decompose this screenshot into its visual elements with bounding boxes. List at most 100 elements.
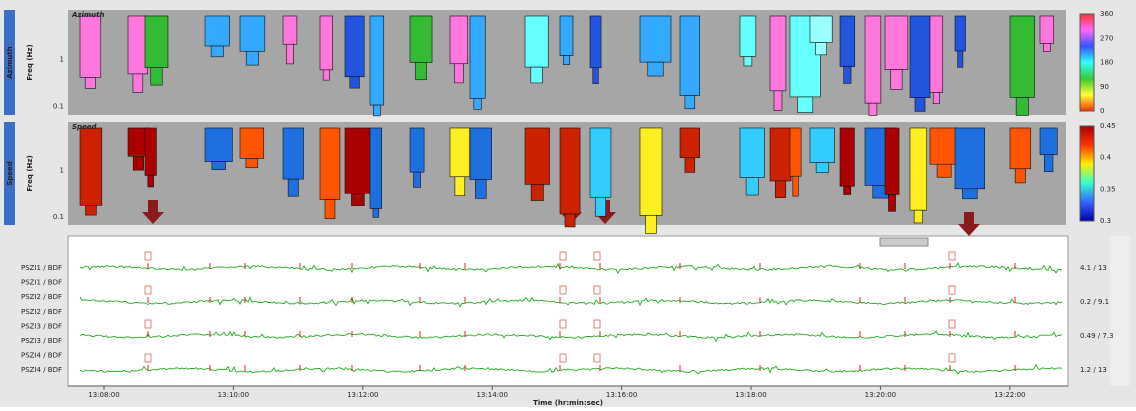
arrow: [958, 212, 980, 236]
spectral-blob: [739, 127, 765, 178]
colorbar: [1079, 125, 1095, 222]
spectral-blob: [409, 127, 425, 173]
colorbar-tick-label: 360: [1100, 10, 1113, 18]
spectral-blob: [792, 175, 799, 197]
time-tick-label: 13:20:00: [865, 391, 896, 399]
spectral-blob: [1039, 15, 1055, 44]
panel-tab[interactable]: [4, 10, 15, 115]
amplitude-label: 4.1 / 13: [1080, 264, 1107, 272]
panel-tab-label: Azimuth: [6, 46, 14, 79]
spectral-blob: [210, 45, 224, 58]
spectral-blob: [245, 158, 259, 169]
waveform: [79, 363, 1063, 376]
colorbar-tick-label: 0: [1100, 107, 1104, 115]
spectral-blob: [843, 66, 852, 84]
freq-tick-label: 1: [60, 55, 64, 63]
spectral-blob: [815, 42, 827, 56]
spectral-blob: [239, 127, 265, 159]
spectral-blob: [147, 175, 154, 188]
spectral-blob: [79, 127, 103, 206]
spectral-blob: [413, 171, 421, 188]
spectral-blob: [373, 104, 381, 117]
spectral-blob: [1014, 168, 1026, 184]
spectral-blob: [344, 15, 365, 78]
spectral-blob: [564, 213, 576, 228]
spectral-blob: [769, 127, 792, 182]
spectral-blob: [884, 127, 900, 195]
spectral-blob: [369, 15, 385, 106]
spectral-blob: [815, 162, 829, 174]
panel-tab[interactable]: [4, 122, 15, 225]
spectral-blob: [132, 73, 144, 93]
spectral-blob: [85, 205, 97, 216]
spectral-blob: [745, 177, 759, 196]
spectral-blob: [1043, 43, 1051, 52]
pick-box: [144, 353, 152, 363]
spectral-blob: [789, 127, 802, 177]
toolbar: [1110, 236, 1130, 386]
scrollbar-thumb[interactable]: [879, 237, 929, 247]
pick-box: [559, 319, 567, 329]
spectral-blob: [913, 209, 923, 224]
spectral-blob: [454, 176, 466, 196]
spectral-blob: [839, 15, 856, 67]
spectral-blob: [286, 43, 294, 65]
trace-label: PSZI2 / BDF: [21, 308, 62, 316]
trace-label: PSZI2 / BDF: [21, 293, 62, 301]
spectral-blob: [287, 178, 299, 197]
spectral-blob: [282, 127, 304, 180]
colorbar-tick-label: 0.35: [1100, 185, 1116, 193]
spectral-blob: [909, 127, 928, 211]
spectral-blob: [319, 127, 341, 200]
trace-label: PSZI3 / BDF: [21, 337, 62, 345]
spectral-blob: [562, 55, 571, 65]
spectral-blob: [739, 15, 757, 57]
spectral-blob: [324, 199, 336, 220]
trace-label: PSZI1 / BDF: [21, 279, 62, 287]
spectral-blob: [679, 15, 700, 96]
colorbar-tick-label: 0.45: [1100, 122, 1116, 130]
spectral-blob: [589, 15, 602, 69]
axis-label: Freq (Hz): [26, 155, 34, 191]
spectral-blob: [469, 15, 486, 99]
panel-title: Azimuth: [71, 11, 105, 19]
axis-label: Freq (Hz): [26, 44, 34, 80]
spectral-blob: [469, 127, 492, 180]
pick-box: [144, 319, 152, 329]
spectral-blob: [322, 69, 330, 81]
amplitude-label: 0.2 / 9.1: [1080, 298, 1109, 306]
spectral-blob: [797, 96, 814, 113]
spectral-blob: [1039, 127, 1058, 156]
spectral-blob: [774, 180, 787, 198]
spectral-blob: [211, 161, 226, 170]
amplitude-label: 0.49 / 7.3: [1080, 332, 1114, 340]
colorbar-tick-label: 0.4: [1100, 154, 1112, 162]
spectral-blob: [1044, 154, 1054, 172]
spectral-blob: [773, 90, 783, 111]
spectral-blob: [524, 127, 550, 185]
spectral-blob: [372, 208, 380, 218]
pick-box: [593, 285, 601, 295]
spectral-blob: [473, 98, 482, 110]
spectral-blob: [204, 127, 233, 162]
spectral-blob: [962, 188, 978, 200]
spectral-blob: [351, 192, 365, 206]
freq-tick-label: 0.1: [53, 103, 64, 111]
spectral-blob: [639, 15, 672, 63]
spectral-blob: [929, 127, 959, 165]
time-tick-label: 13:12:00: [347, 391, 378, 399]
waveform: [79, 330, 1063, 343]
pick-box: [144, 285, 152, 295]
freq-tick-label: 1: [60, 166, 64, 174]
waveform: [79, 262, 1063, 275]
time-tick-label: 13:18:00: [735, 391, 766, 399]
time-tick-label: 13:16:00: [606, 391, 637, 399]
freq-tick-label: 0.1: [53, 213, 64, 221]
spectral-blob: [954, 15, 966, 52]
colorbar-tick-label: 270: [1100, 34, 1113, 42]
pick-box: [948, 353, 956, 363]
spectral-blob: [239, 15, 266, 52]
spectral-blob: [454, 63, 464, 84]
spectral-blob: [132, 155, 144, 171]
waveform: [79, 296, 1063, 308]
